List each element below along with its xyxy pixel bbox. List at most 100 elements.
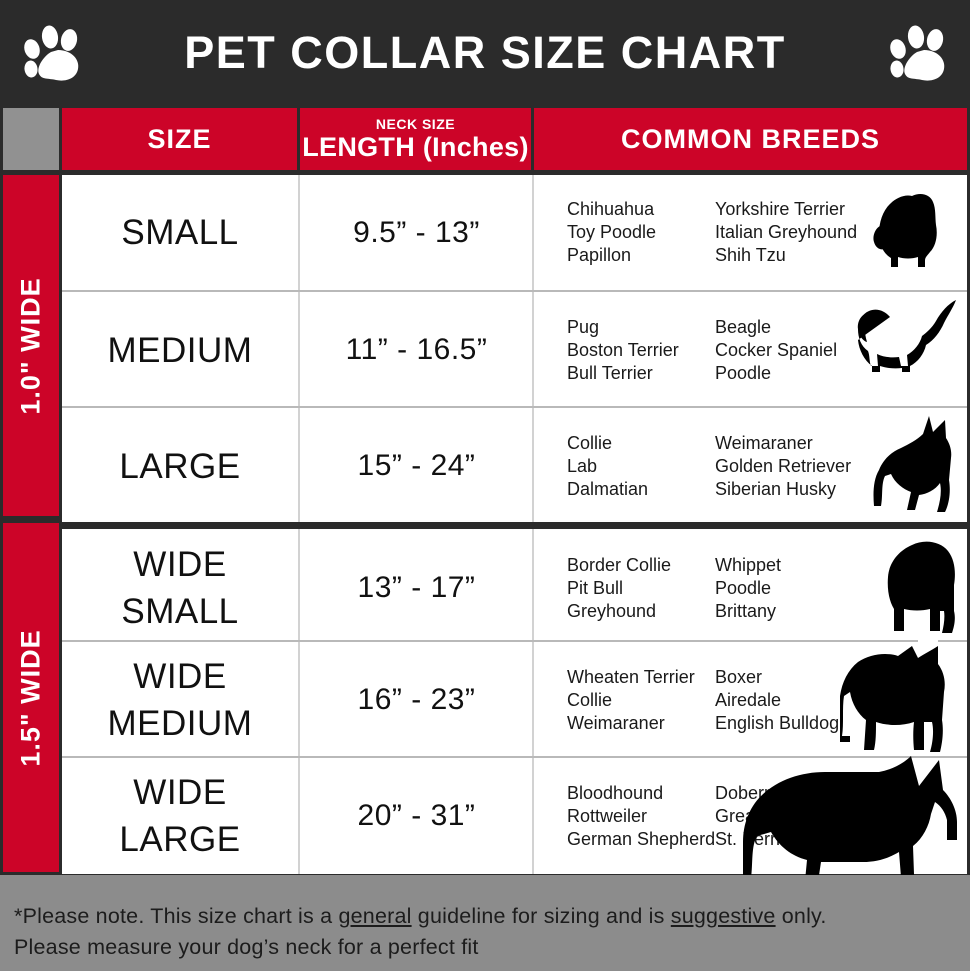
footer-underline-suggestive: suggestive bbox=[670, 904, 776, 928]
breed-item: Weimaraner bbox=[715, 432, 813, 453]
breed-item: Airedale bbox=[715, 689, 782, 710]
breed-item: Golden Retriever bbox=[715, 455, 852, 476]
column-header-length-main: LENGTH (Inches) bbox=[302, 131, 529, 162]
footer-text-b: guideline for sizing and is bbox=[411, 904, 671, 928]
row-breeds-cell: Collie Lab Dalmatian Weimaraner Golden R… bbox=[534, 408, 967, 524]
width-group-label-text: 1.0" WIDE bbox=[15, 276, 46, 415]
breeds-column-1: Collie Lab Dalmatian bbox=[567, 432, 715, 501]
breeds-column-1: Pug Boston Terrier Bull Terrier bbox=[567, 316, 715, 385]
row-breeds-cell: Wheaten Terrier Collie Weimaraner Boxer … bbox=[534, 642, 967, 758]
width-group-label-1-0: 1.0" WIDE bbox=[3, 175, 59, 516]
row-breeds-cell: Border Collie Pit Bull Greyhound Whippet… bbox=[534, 529, 967, 647]
footer-line-1: *Please note. This size chart is a gener… bbox=[14, 904, 827, 929]
table-row[interactable]: WIDE SMALL 13” - 17” Border Collie Pit B… bbox=[62, 522, 967, 647]
breed-item: Siberian Husky bbox=[715, 478, 837, 499]
breeds-column-1: Bloodhound Rottweiler German Shepherd bbox=[567, 782, 715, 851]
breed-item: Collie bbox=[567, 432, 613, 453]
cell-divider bbox=[298, 292, 300, 408]
breeds-column-2: Whippet Poodle Brittany bbox=[715, 554, 890, 623]
width-group-label-1-5: 1.5" WIDE bbox=[3, 523, 59, 872]
breeds-column-2: Beagle Cocker Spaniel Poodle bbox=[715, 316, 890, 385]
breed-item: Boston Terrier bbox=[567, 339, 679, 360]
cell-divider bbox=[532, 292, 534, 408]
row-length-cell: 11” - 16.5” bbox=[345, 333, 488, 366]
breed-item: Poodle bbox=[715, 362, 772, 383]
breed-item: Dalmatian bbox=[567, 478, 649, 499]
paw-print-icon bbox=[890, 25, 945, 81]
row-length-cell: 20” - 31” bbox=[357, 799, 476, 832]
breed-item: Pug bbox=[567, 316, 600, 337]
breed-item: Italian Greyhound bbox=[715, 222, 858, 242]
breed-item: Whippet bbox=[715, 554, 782, 575]
breed-item: Wheaten Terrier bbox=[567, 666, 695, 687]
row-length-cell: 9.5” - 13” bbox=[353, 215, 480, 249]
row-size-cell: SMALL bbox=[62, 175, 298, 290]
row-breeds-cell: Chihuahua Toy Poodle Papillon Yorkshire … bbox=[534, 175, 967, 290]
row-size-cell: WIDE LARGE bbox=[62, 758, 298, 874]
page-title: PET COLLAR SIZE CHART bbox=[184, 27, 786, 78]
breed-item: German Shepherd bbox=[567, 828, 716, 849]
column-header-size: SIZE bbox=[62, 108, 297, 170]
cell-divider bbox=[532, 758, 534, 874]
breed-item: Pit Bull bbox=[567, 577, 624, 598]
paw-print-icon bbox=[24, 25, 79, 81]
cell-divider bbox=[298, 529, 300, 647]
row-size-cell: MEDIUM bbox=[62, 292, 298, 408]
breed-item: Cocker Spaniel bbox=[715, 339, 838, 360]
cell-divider bbox=[298, 758, 300, 874]
footer-line-2: Please measure your dog’s neck for a per… bbox=[14, 935, 479, 959]
footer-note: *Please note. This size chart is a gener… bbox=[0, 875, 970, 971]
column-header-length-sublabel: NECK SIZE bbox=[375, 115, 456, 132]
cell-divider bbox=[532, 408, 534, 524]
breed-item: Weimaraner bbox=[567, 712, 665, 733]
breed-item: Brittany bbox=[715, 600, 777, 621]
breed-item: Collie bbox=[567, 689, 613, 710]
footer-text-c: only. bbox=[775, 904, 827, 928]
breeds-column-2: Boxer Airedale English Bulldog bbox=[715, 666, 890, 735]
doberman-silhouette-icon bbox=[743, 756, 957, 902]
breeds-column-2: Yorkshire Terrier Italian Greyhound Shih… bbox=[715, 198, 890, 267]
row-size-line2: SMALL bbox=[121, 592, 239, 631]
cell-divider bbox=[298, 408, 300, 524]
cell-divider bbox=[532, 529, 534, 647]
row-size-line1: SMALL bbox=[121, 213, 239, 252]
table-row[interactable]: MEDIUM 11” - 16.5” Pug Boston Terrier Bu… bbox=[62, 290, 967, 408]
breed-item: Chihuahua bbox=[567, 199, 655, 219]
column-header-length: NECK SIZE LENGTH (Inches) bbox=[300, 108, 531, 170]
breed-item: Poodle bbox=[715, 577, 772, 598]
row-length-cell: 15” - 24” bbox=[357, 449, 476, 482]
breeds-column-1: Border Collie Pit Bull Greyhound bbox=[567, 554, 715, 623]
breed-item: Beagle bbox=[715, 316, 772, 337]
table-corner-cell bbox=[3, 108, 59, 170]
cell-divider bbox=[298, 175, 300, 290]
column-header-breeds: COMMON BREEDS bbox=[534, 108, 967, 170]
breed-item: Boxer bbox=[715, 666, 763, 687]
breeds-column-1: Chihuahua Toy Poodle Papillon bbox=[567, 198, 715, 267]
breed-item: Bloodhound bbox=[567, 782, 664, 803]
row-size-cell: WIDE SMALL bbox=[62, 529, 298, 647]
row-size-line1: LARGE bbox=[119, 446, 241, 486]
breed-item: Yorkshire Terrier bbox=[715, 199, 846, 219]
breed-item: Papillon bbox=[567, 245, 632, 265]
breed-item: Shih Tzu bbox=[715, 245, 786, 265]
row-size-line1: WIDE bbox=[133, 657, 227, 696]
table-row[interactable]: LARGE 15” - 24” Collie Lab Dalmatian Wei… bbox=[62, 406, 967, 524]
footer-text-a: *Please note. This size chart is a bbox=[14, 904, 339, 928]
row-size-line2: MEDIUM bbox=[107, 704, 253, 743]
breed-item: Lab bbox=[567, 455, 598, 476]
width-group-label-text: 1.5" WIDE bbox=[15, 628, 46, 767]
row-size-line2: LARGE bbox=[119, 820, 241, 859]
row-breeds-cell: Pug Boston Terrier Bull Terrier Beagle C… bbox=[534, 292, 967, 408]
breed-item: Greyhound bbox=[567, 600, 657, 621]
row-size-line1: MEDIUM bbox=[107, 330, 253, 370]
footer-underline-general: general bbox=[338, 904, 412, 928]
cell-divider bbox=[532, 175, 534, 290]
table-row[interactable]: SMALL 9.5” - 13” Chihuahua Toy Poodle Pa… bbox=[62, 175, 967, 290]
breed-item: Border Collie bbox=[567, 554, 672, 575]
breed-item: English Bulldog bbox=[715, 712, 840, 733]
breeds-column-1: Wheaten Terrier Collie Weimaraner bbox=[567, 666, 715, 735]
chart-title-bar: PET COLLAR SIZE CHART bbox=[0, 0, 970, 105]
table-row[interactable]: WIDE MEDIUM 16” - 23” Wheaten Terrier Co… bbox=[62, 634, 967, 758]
breeds-column-2: Weimaraner Golden Retriever Siberian Hus… bbox=[715, 432, 890, 501]
